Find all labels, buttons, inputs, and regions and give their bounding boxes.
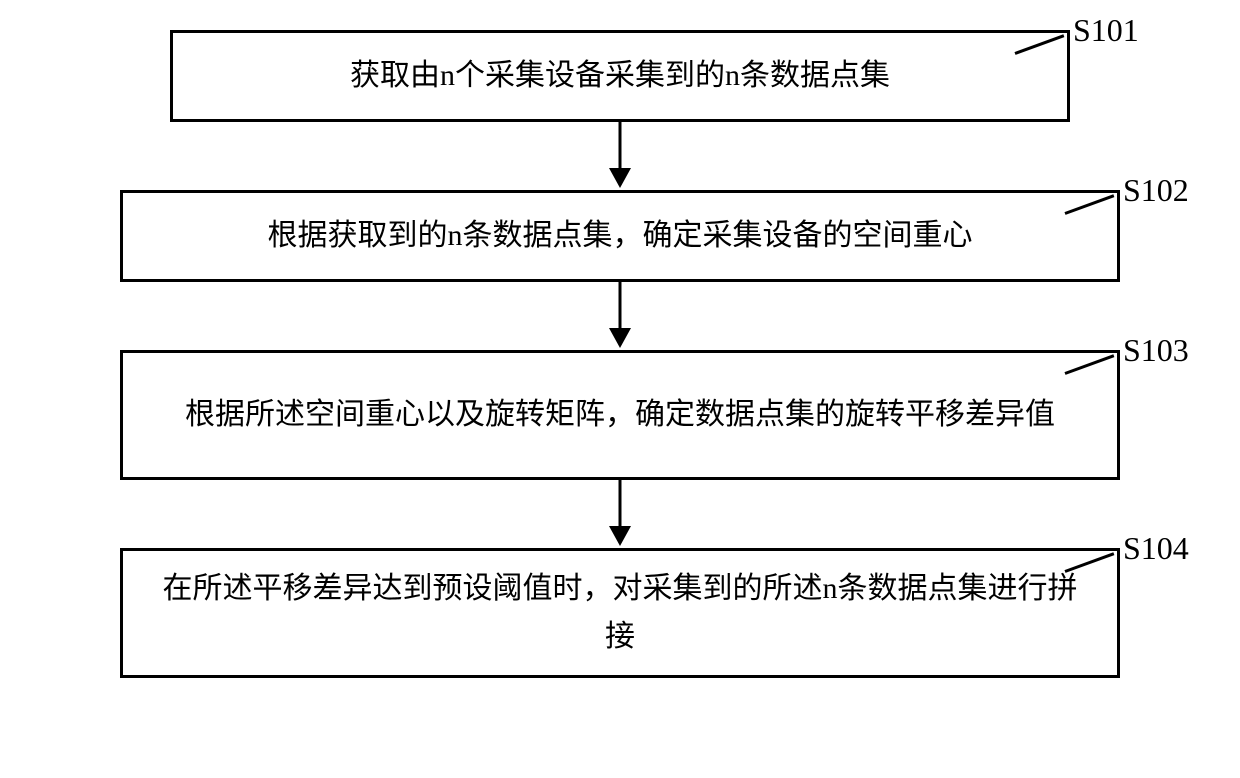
step-label-3: S103 [1123,332,1189,369]
arrow-down-icon [600,282,640,350]
arrow-1 [0,122,1240,190]
step-label-group-3: S103 [1065,350,1189,387]
step-label-2: S102 [1123,172,1189,209]
connector-line-1 [1014,34,1064,55]
step-text-3: 根据所述空间重心以及旋转矩阵，确定数据点集的旋转平移差异值 [185,391,1055,439]
connector-line-3 [1064,354,1114,375]
step-label-group-2: S102 [1065,190,1189,227]
step-label-group-1: S101 [1015,30,1139,67]
step-group-3: 根据所述空间重心以及旋转矩阵，确定数据点集的旋转平移差异值 S103 [0,350,1240,480]
step-group-2: 根据获取到的n条数据点集，确定采集设备的空间重心 S102 [0,190,1240,282]
step-text-2: 根据获取到的n条数据点集，确定采集设备的空间重心 [268,212,973,260]
step-text-4: 在所述平移差异达到预设阈值时，对采集到的所述n条数据点集进行拼接 [151,565,1089,661]
step-label-1: S101 [1073,12,1139,49]
step-box-2: 根据获取到的n条数据点集，确定采集设备的空间重心 [120,190,1120,282]
step-box-3: 根据所述空间重心以及旋转矩阵，确定数据点集的旋转平移差异值 [120,350,1120,480]
step-text-1: 获取由n个采集设备采集到的n条数据点集 [350,52,890,100]
step-box-4: 在所述平移差异达到预设阈值时，对采集到的所述n条数据点集进行拼接 [120,548,1120,678]
step-box-1: 获取由n个采集设备采集到的n条数据点集 [170,30,1070,122]
arrow-2 [0,282,1240,350]
arrow-down-icon [600,122,640,190]
arrow-3 [0,480,1240,548]
step-group-1: 获取由n个采集设备采集到的n条数据点集 S101 [0,30,1240,122]
arrow-down-icon [600,480,640,548]
connector-line-4 [1064,552,1114,573]
step-label-4: S104 [1123,530,1189,567]
connector-line-2 [1064,194,1114,215]
flowchart-container: 获取由n个采集设备采集到的n条数据点集 S101 根据获取到的n条数据点集，确定… [0,0,1240,778]
step-label-group-4: S104 [1065,548,1189,585]
step-group-4: 在所述平移差异达到预设阈值时，对采集到的所述n条数据点集进行拼接 S104 [0,548,1240,678]
